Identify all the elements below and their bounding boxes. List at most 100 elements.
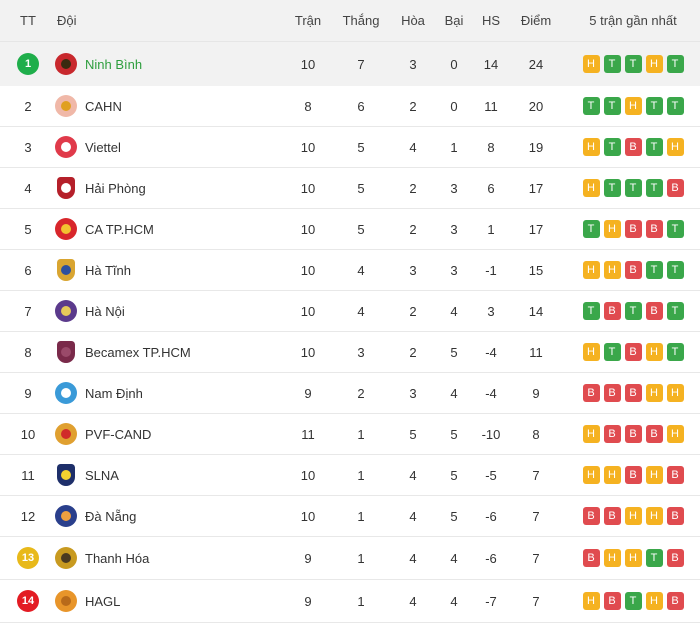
team-name[interactable]: CA TP.HCM bbox=[85, 221, 154, 237]
team-cell[interactable]: PVF-CAND bbox=[52, 414, 272, 454]
team-name[interactable]: Hà Tĩnh bbox=[85, 262, 132, 278]
team-name[interactable]: Nam Định bbox=[85, 385, 143, 401]
rank-number: 6 bbox=[24, 262, 32, 278]
rank-cell: 8 bbox=[8, 332, 48, 372]
rank-cell: 6 bbox=[8, 250, 48, 290]
form-result-badge: B bbox=[624, 138, 642, 156]
lost-cell: 4 bbox=[450, 385, 458, 401]
team-cell[interactable]: Thanh Hóa bbox=[52, 537, 272, 579]
played-cell: 10 bbox=[300, 303, 316, 319]
team-cell[interactable]: Đà Nẵng bbox=[52, 496, 272, 536]
header-goal-difference[interactable]: HS bbox=[481, 13, 501, 28]
header-drawn[interactable]: Hòa bbox=[401, 13, 425, 28]
won-cell: 3 bbox=[357, 344, 365, 360]
header-rank[interactable]: TT bbox=[20, 13, 36, 28]
rank-cell: 3 bbox=[8, 127, 48, 167]
points-cell: 9 bbox=[532, 385, 540, 401]
points-cell: 8 bbox=[532, 426, 540, 442]
form-result-badge: B bbox=[624, 425, 642, 443]
drawn-cell: 4 bbox=[409, 508, 417, 524]
team-cell[interactable]: SLNA bbox=[52, 455, 272, 495]
played-cell: 10 bbox=[300, 344, 316, 360]
team-name[interactable]: Hà Nội bbox=[85, 303, 125, 319]
rank-number: 9 bbox=[24, 385, 32, 401]
won-cell: 7 bbox=[357, 56, 365, 72]
played-cell: 8 bbox=[304, 98, 312, 114]
team-cell[interactable]: Viettel bbox=[52, 127, 272, 167]
lost-cell: 1 bbox=[450, 139, 458, 155]
team-name[interactable]: PVF-CAND bbox=[85, 426, 152, 442]
form-result-badge: H bbox=[645, 592, 663, 610]
header-lost[interactable]: Bại bbox=[444, 13, 464, 28]
form-result-badge: T bbox=[603, 97, 621, 115]
form-result-badge: T bbox=[645, 97, 663, 115]
rank-number: 7 bbox=[24, 303, 32, 319]
team-cell[interactable]: Becamex TP.HCM bbox=[52, 332, 272, 372]
team-name[interactable]: Hải Phòng bbox=[85, 180, 146, 196]
header-played[interactable]: Trận bbox=[294, 13, 322, 28]
header-team[interactable]: Đội bbox=[57, 13, 77, 28]
points-cell: 7 bbox=[532, 593, 540, 609]
team-cell[interactable]: CAHN bbox=[52, 86, 272, 126]
ha-tinh-logo-icon bbox=[57, 259, 75, 281]
team-name[interactable]: Becamex TP.HCM bbox=[85, 344, 191, 360]
drawn-cell: 3 bbox=[409, 385, 417, 401]
header-recent-form: 5 trận gần nhất bbox=[589, 13, 677, 28]
team-cell[interactable]: HAGL bbox=[52, 580, 272, 622]
form-result-badge: H bbox=[582, 466, 600, 484]
form-result-badge: T bbox=[666, 220, 684, 238]
header-won[interactable]: Thắng bbox=[342, 13, 380, 28]
team-cell[interactable]: Nam Định bbox=[52, 373, 272, 413]
team-name[interactable]: HAGL bbox=[85, 593, 121, 609]
form-result-badge: H bbox=[582, 179, 600, 197]
form-result-badge: B bbox=[603, 592, 621, 610]
form-result-badge: T bbox=[666, 261, 684, 279]
points-cell: 24 bbox=[528, 56, 544, 72]
team-cell[interactable]: CA TP.HCM bbox=[52, 209, 272, 249]
form-result-badge: H bbox=[603, 220, 621, 238]
form-result-badge: T bbox=[645, 261, 663, 279]
played-cell: 11 bbox=[301, 426, 315, 442]
rank-cell: 13 bbox=[8, 537, 48, 579]
form-result-badge: B bbox=[582, 384, 600, 402]
team-cell[interactable]: Hà Nội bbox=[52, 291, 272, 331]
hai-phong-logo-icon bbox=[57, 177, 75, 199]
goal-difference-cell: 8 bbox=[487, 139, 495, 155]
team-name[interactable]: CAHN bbox=[85, 98, 122, 114]
form-result-badge: B bbox=[666, 179, 684, 197]
team-cell[interactable]: Hà Tĩnh bbox=[52, 250, 272, 290]
form-result-badge: B bbox=[582, 549, 600, 567]
team-name[interactable]: Ninh Bình bbox=[85, 56, 143, 72]
drawn-cell: 2 bbox=[409, 98, 417, 114]
team-name[interactable]: Thanh Hóa bbox=[85, 550, 150, 566]
form-result-badge: B bbox=[645, 425, 663, 443]
team-name[interactable]: Đà Nẵng bbox=[85, 508, 137, 524]
points-cell: 7 bbox=[532, 550, 540, 566]
team-cell[interactable]: Hải Phòng bbox=[52, 168, 272, 208]
header-points[interactable]: Điểm bbox=[520, 13, 552, 28]
team-name[interactable]: Viettel bbox=[85, 139, 121, 155]
team-name[interactable]: SLNA bbox=[85, 467, 119, 483]
team-cell[interactable]: Ninh Bình bbox=[52, 42, 272, 86]
hagl-logo-icon bbox=[55, 590, 77, 612]
